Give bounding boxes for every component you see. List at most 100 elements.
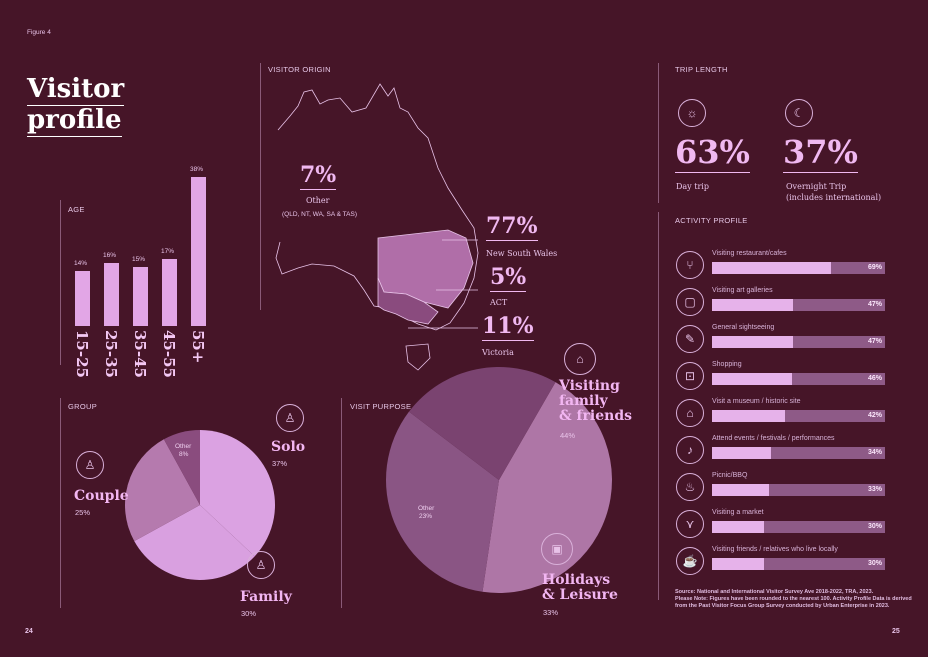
bunting-icon: ⋎	[676, 510, 704, 538]
family-icon: ♙	[247, 551, 275, 579]
origin-nsw-label: New South Wales	[486, 249, 558, 258]
activity-value-label: 30%	[867, 560, 882, 567]
age-value-label: 14%	[74, 260, 88, 268]
origin-act-pct: 5%	[490, 264, 527, 292]
age-bar	[191, 177, 206, 326]
utensils-icon: ⑂	[676, 251, 704, 279]
group-couple-label: Couple	[74, 488, 129, 504]
age-category-label: 55+	[189, 330, 207, 364]
page-number-right: 25	[892, 628, 900, 635]
museum-icon: ⌂	[676, 399, 704, 427]
solo-icon: ♙	[276, 404, 304, 432]
activity-bar-fill	[712, 299, 794, 311]
activity-bar-track: 30%	[712, 521, 885, 533]
activity-label: Visit a museum / historic site	[712, 398, 801, 405]
activity-label: Visiting a market	[712, 509, 764, 516]
group-pie	[125, 430, 275, 580]
figure-label: Figure 4	[27, 29, 51, 36]
trip-section-title: TRIP LENGTH	[675, 65, 728, 74]
group-solo-pct: 37%	[272, 459, 288, 468]
activity-bar-fill	[712, 447, 771, 459]
age-value-label: 16%	[103, 252, 117, 260]
luggage-icon: ▣	[541, 533, 573, 565]
activity-label: Attend events / festivals / performances	[712, 435, 835, 442]
activity-bar-fill	[712, 521, 764, 533]
origin-divider	[260, 63, 261, 310]
age-bar	[162, 259, 177, 326]
activity-bar-track: 46%	[712, 373, 885, 385]
cup-icon: ☕	[676, 547, 704, 575]
age-section-title: AGE	[68, 205, 85, 214]
activity-bar-fill	[712, 558, 764, 570]
activity-value-label: 34%	[867, 449, 882, 456]
origin-vic-label: Victoria	[482, 348, 514, 357]
origin-other-sub: (QLD, NT, WA, SA & TAS)	[282, 211, 358, 218]
activity-bar-fill	[712, 484, 770, 496]
origin-nsw-pct: 77%	[486, 213, 538, 241]
group-other-label: Other	[175, 443, 192, 450]
frame-icon: ▢	[676, 288, 704, 316]
trip-day-label: Day trip	[676, 182, 709, 191]
purpose-vff-line3: & friends	[559, 408, 632, 424]
activity-value-label: 42%	[867, 412, 882, 419]
activity-value-label: 47%	[867, 338, 882, 345]
guitar-icon: ♪	[676, 436, 704, 464]
activity-bar-track: 42%	[712, 410, 885, 422]
home-icon: ⌂	[564, 343, 596, 375]
shopping-bag-icon: ⊡	[676, 362, 704, 390]
activity-bar-track: 47%	[712, 336, 885, 348]
age-value-label: 38%	[190, 166, 204, 173]
age-value-label: 15%	[132, 256, 146, 264]
origin-vic-pct: 11%	[482, 313, 534, 341]
group-solo-label: Solo	[271, 439, 306, 455]
source-line-1: Source: National and International Visit…	[675, 589, 874, 595]
purpose-slice-other	[408, 367, 556, 480]
origin-act-label: ACT	[490, 298, 508, 307]
purpose-vff-line2: family	[559, 393, 608, 409]
purpose-other-label: Other	[418, 505, 435, 512]
activity-bar-fill	[712, 262, 832, 274]
group-slice-couple	[125, 439, 200, 542]
age-value-label: 17%	[161, 248, 175, 256]
purpose-section-title: VISIT PURPOSE	[350, 402, 412, 411]
age-bar	[133, 267, 148, 326]
activity-bar-fill	[712, 410, 785, 422]
group-section-title: GROUP	[68, 402, 98, 411]
activity-value-label: 30%	[867, 523, 882, 530]
source-line-3: from the Past Visitor Focus Group Survey…	[675, 603, 890, 609]
purpose-hol-line1: Holidays	[542, 572, 611, 588]
group-slice-family	[134, 505, 255, 580]
activity-bar-fill	[712, 373, 792, 385]
page-title: Visitor profile	[27, 74, 125, 137]
group-family-label: Family	[240, 589, 292, 605]
group-other-pct: 8%	[179, 451, 189, 458]
group-divider	[60, 398, 61, 608]
origin-section-title: VISITOR ORIGIN	[268, 65, 331, 74]
activity-bar-track: 34%	[712, 447, 885, 459]
origin-other: 7%	[300, 162, 337, 190]
sightseeing-icon: ✎	[676, 325, 704, 353]
trip-divider	[658, 63, 659, 203]
age-category-label: 35-45	[131, 330, 149, 378]
age-category-label: 45-55	[160, 330, 178, 378]
age-bar	[104, 263, 119, 326]
activity-label: Shopping	[712, 361, 742, 368]
activity-section-title: ACTIVITY PROFILE	[675, 216, 748, 225]
bbq-icon: ♨	[676, 473, 704, 501]
title-line-1: Visitor	[27, 74, 125, 106]
activity-label: Picnic/BBQ	[712, 472, 748, 479]
group-slice-solo	[200, 430, 275, 557]
map-tasmania	[405, 343, 431, 371]
map-victoria	[377, 277, 439, 325]
age-bar	[75, 271, 90, 326]
activity-label: General sightseeing	[712, 324, 775, 331]
age-category-label: 15-25	[73, 330, 91, 378]
activity-label: Visiting art galleries	[712, 287, 773, 294]
activity-label: Visiting friends / relatives who live lo…	[712, 546, 838, 553]
purpose-other-pct: 23%	[419, 513, 433, 520]
age-category-label: 25-35	[102, 330, 120, 378]
couple-icon: ♙	[76, 451, 104, 479]
activity-bar-fill	[712, 336, 794, 348]
origin-other-label: Other	[306, 196, 330, 205]
moon-icon: ☾	[785, 99, 813, 127]
